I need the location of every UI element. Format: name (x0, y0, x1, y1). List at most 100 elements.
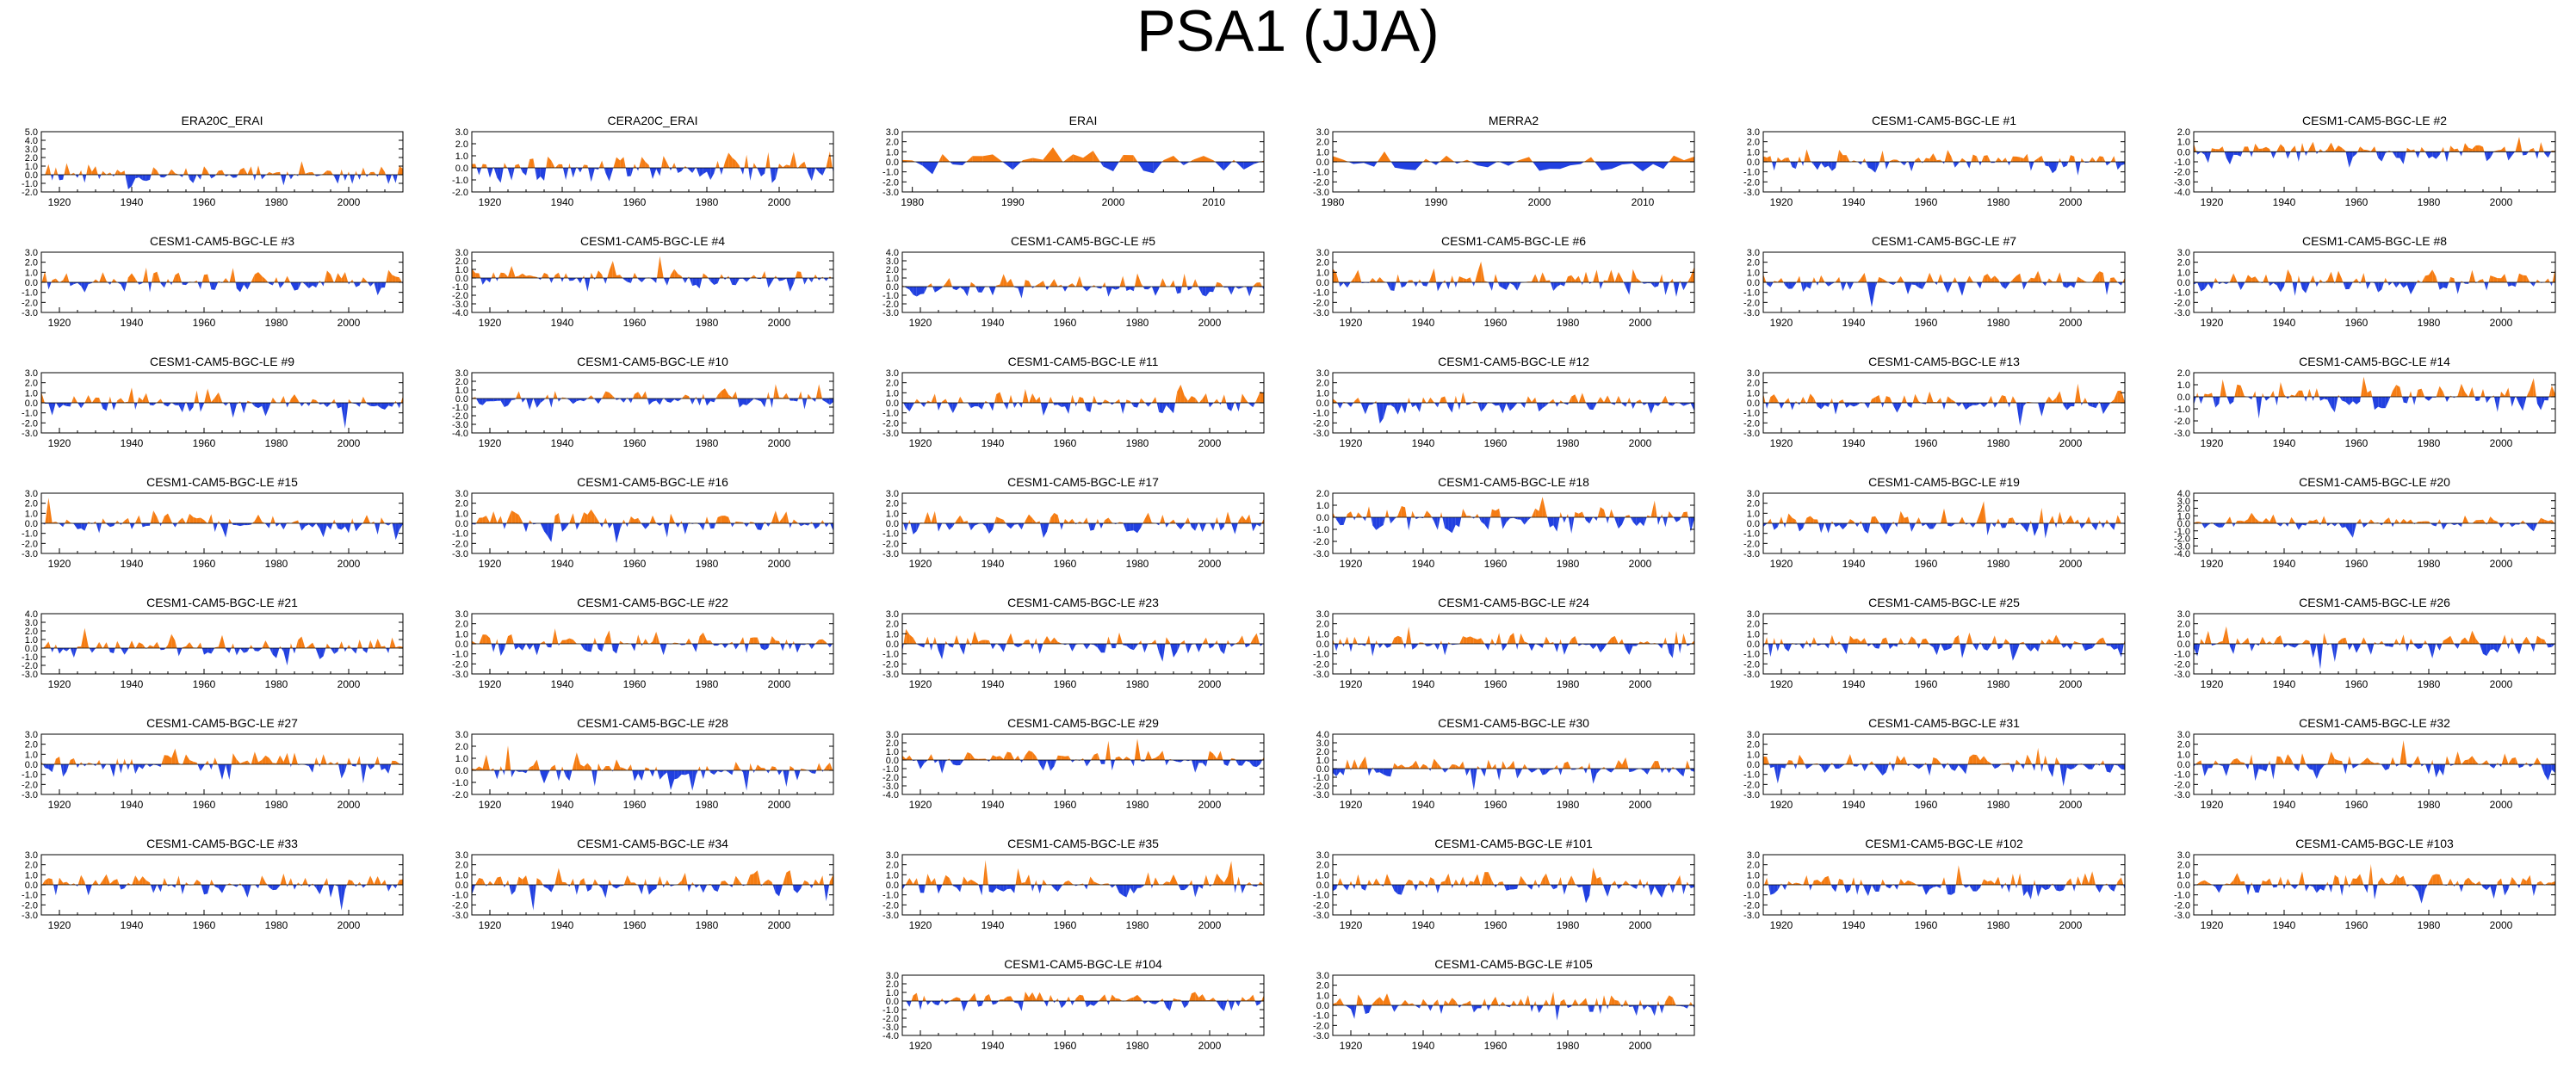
area-segment (359, 403, 362, 407)
area-segment (231, 643, 233, 648)
area-segment (2324, 397, 2328, 400)
area-segment (616, 157, 621, 168)
area-segment (1824, 282, 1829, 287)
area-segment (1555, 403, 1557, 407)
area-segment (86, 164, 89, 175)
area-segment (1102, 399, 1105, 403)
area-segment (566, 523, 570, 528)
area-segment (1162, 403, 1167, 414)
area-segment (630, 399, 633, 404)
area-segment (2320, 279, 2324, 282)
area-segment (1137, 403, 1140, 408)
area-segment (757, 523, 761, 530)
area-segment (2108, 523, 2111, 526)
area-segment (148, 282, 150, 293)
area-segment (117, 398, 121, 403)
area-segment (2400, 386, 2403, 397)
area-segment (493, 644, 496, 652)
area-segment (2219, 146, 2223, 152)
area-segment (361, 396, 363, 403)
y-tick-label: 0.0 (886, 158, 899, 168)
area-segment (653, 631, 657, 644)
area-segment (822, 639, 827, 644)
area-segment (367, 403, 371, 406)
area-segment (1951, 156, 1954, 162)
area-segment (361, 277, 363, 282)
area-segment (1644, 282, 1648, 284)
area-segment (1524, 403, 1526, 408)
area-segment (2424, 521, 2429, 523)
area-segment (479, 168, 482, 176)
area-segment (573, 640, 577, 644)
area-segment (2342, 397, 2346, 403)
area-segment (2444, 397, 2447, 403)
area-segment (1079, 275, 1083, 287)
area-segment (1499, 508, 1501, 517)
x-tick-label: 1960 (193, 558, 216, 570)
area-segment (1676, 517, 1681, 522)
area-segment (73, 172, 76, 175)
area-segment (2334, 145, 2338, 152)
area-segment (1488, 517, 1491, 530)
area-segment (2436, 151, 2440, 159)
area-segment (2484, 151, 2487, 162)
y-tick-label: 0.0 (2177, 147, 2190, 158)
area-segment (101, 170, 103, 175)
area-segment (1075, 403, 1078, 407)
area-segment (1987, 395, 1991, 403)
area-segment (320, 282, 324, 287)
area-segment (2196, 151, 2198, 155)
area-segment (1215, 162, 1224, 171)
area-segment (1821, 162, 1825, 168)
area-segment (133, 403, 136, 411)
area-segment (368, 172, 371, 175)
area-segment (1545, 512, 1548, 517)
area-segment (308, 282, 313, 288)
area-segment (493, 511, 498, 523)
area-segment (1246, 399, 1248, 403)
y-tick-label: 2.0 (455, 499, 468, 510)
area-segment (495, 639, 498, 644)
area-segment (1890, 159, 1894, 162)
area-segment (573, 168, 577, 178)
x-tick-label: 1980 (265, 558, 288, 570)
area-segment (127, 175, 132, 189)
area-segment (2465, 392, 2469, 397)
area-segment (812, 523, 815, 529)
area-segment (2411, 519, 2414, 523)
area-segment (2059, 511, 2064, 523)
area-segment (674, 399, 678, 402)
area-segment (2523, 520, 2526, 523)
area-segment (1169, 403, 1173, 414)
area-segment (2248, 275, 2252, 282)
x-tick-label: 2000 (768, 196, 791, 208)
area-segment (395, 400, 397, 403)
area-segment (672, 163, 675, 168)
area-segment (2403, 518, 2407, 523)
area-segment (1415, 517, 1416, 520)
area-segment (666, 163, 670, 168)
area-segment (793, 399, 797, 402)
area-segment (566, 273, 568, 278)
x-tick-label: 1960 (1054, 558, 1077, 570)
area-segment (770, 399, 772, 408)
y-tick-label: -1.0 (1313, 409, 1329, 419)
area-segment (775, 275, 777, 278)
y-tick-label: 2.0 (886, 379, 899, 389)
area-segment (811, 399, 815, 402)
area-segment (178, 517, 183, 523)
area-segment (623, 157, 626, 168)
area-segment (2262, 392, 2263, 397)
area-segment (653, 399, 657, 402)
panel-20: CESM1-CAM5-BGC-LE #163.02.01.00.0-1.0-2.… (452, 475, 834, 570)
area-segment (717, 391, 721, 399)
area-segment (84, 627, 89, 648)
area-segment (2393, 151, 2397, 158)
x-tick-label: 1920 (2201, 558, 2224, 570)
area-segment (111, 403, 114, 411)
x-tick-label: 2000 (2059, 437, 2083, 449)
area-segment (692, 168, 696, 174)
area-segment (323, 403, 327, 408)
area-segment (1929, 153, 1934, 162)
